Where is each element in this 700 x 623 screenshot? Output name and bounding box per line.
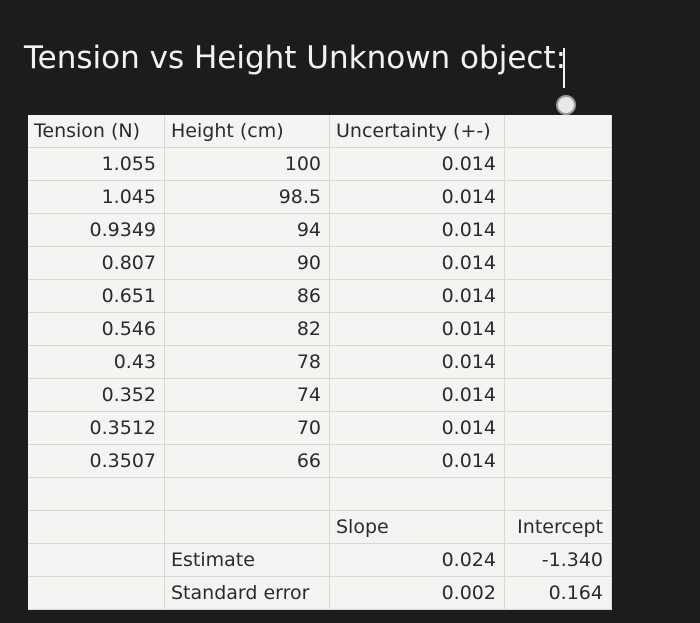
data-cell[interactable]: 94 (165, 214, 330, 247)
data-cell[interactable]: 0.546 (28, 313, 165, 346)
empty-cell[interactable] (505, 445, 612, 478)
empty-cell[interactable] (505, 280, 612, 313)
data-cell[interactable]: 70 (165, 412, 330, 445)
data-cell[interactable]: 0.651 (28, 280, 165, 313)
data-cell[interactable]: 98.5 (165, 181, 330, 214)
data-cell[interactable]: 100 (165, 148, 330, 181)
data-cell[interactable]: 0.3512 (28, 412, 165, 445)
empty-cell[interactable] (505, 412, 612, 445)
data-cell[interactable]: 1.055 (28, 148, 165, 181)
fit-value[interactable]: -1.340 (505, 544, 612, 577)
data-cell[interactable]: 66 (165, 445, 330, 478)
data-cell[interactable]: 0.807 (28, 247, 165, 280)
document-title[interactable]: Tension vs Height Unknown object: (24, 40, 567, 76)
fit-header[interactable]: Intercept (505, 511, 612, 544)
empty-cell[interactable] (505, 214, 612, 247)
data-cell[interactable]: 78 (165, 346, 330, 379)
data-cell[interactable]: 0.3507 (28, 445, 165, 478)
data-cell[interactable]: 0.014 (330, 280, 505, 313)
data-cell[interactable]: 0.43 (28, 346, 165, 379)
data-cell[interactable]: 0.352 (28, 379, 165, 412)
data-cell[interactable]: 0.014 (330, 214, 505, 247)
empty-cell[interactable] (165, 511, 330, 544)
fit-row-label[interactable]: Estimate (165, 544, 330, 577)
fit-value[interactable]: 0.024 (330, 544, 505, 577)
data-cell[interactable]: 0.014 (330, 445, 505, 478)
empty-cell[interactable] (505, 247, 612, 280)
empty-cell[interactable] (505, 148, 612, 181)
empty-cell[interactable] (330, 478, 505, 511)
data-cell[interactable]: 0.014 (330, 379, 505, 412)
empty-cell[interactable] (505, 181, 612, 214)
data-cell[interactable]: 86 (165, 280, 330, 313)
empty-cell[interactable] (28, 511, 165, 544)
column-header[interactable]: Tension (N) (28, 115, 165, 148)
fit-row-label[interactable]: Standard error (165, 577, 330, 610)
empty-cell[interactable] (165, 478, 330, 511)
empty-cell[interactable] (505, 346, 612, 379)
column-header[interactable]: Uncertainty (+-) (330, 115, 505, 148)
spreadsheet[interactable]: Tension (N) Height (cm) Uncertainty (+-) 1.… (28, 115, 612, 610)
empty-cell[interactable] (28, 478, 165, 511)
data-cell[interactable]: 0.014 (330, 412, 505, 445)
empty-cell[interactable] (28, 544, 165, 577)
data-cell[interactable]: 0.014 (330, 346, 505, 379)
data-cell[interactable]: 0.014 (330, 247, 505, 280)
data-cell[interactable]: 0.014 (330, 181, 505, 214)
empty-cell[interactable] (28, 577, 165, 610)
data-cell[interactable]: 0.014 (330, 313, 505, 346)
empty-cell[interactable] (505, 313, 612, 346)
data-cell[interactable]: 74 (165, 379, 330, 412)
empty-cell[interactable] (505, 379, 612, 412)
data-cell[interactable]: 0.9349 (28, 214, 165, 247)
data-cell[interactable]: 90 (165, 247, 330, 280)
data-cell[interactable]: 1.045 (28, 181, 165, 214)
empty-cell[interactable] (505, 115, 612, 148)
fit-header[interactable]: Slope (330, 511, 505, 544)
selection-handle[interactable] (556, 95, 576, 115)
column-header[interactable]: Height (cm) (165, 115, 330, 148)
fit-value[interactable]: 0.002 (330, 577, 505, 610)
empty-cell[interactable] (505, 478, 612, 511)
fit-value[interactable]: 0.164 (505, 577, 612, 610)
text-cursor (563, 48, 565, 88)
data-cell[interactable]: 82 (165, 313, 330, 346)
data-cell[interactable]: 0.014 (330, 148, 505, 181)
